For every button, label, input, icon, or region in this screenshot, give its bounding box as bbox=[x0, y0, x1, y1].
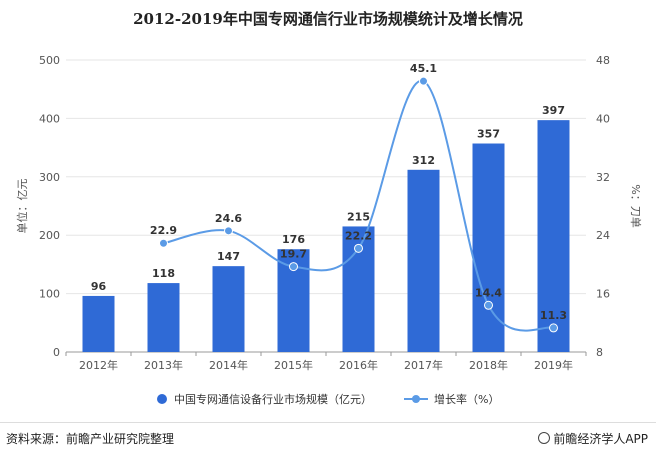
x-tick-label: 2018年 bbox=[469, 358, 508, 372]
line-series bbox=[159, 76, 558, 333]
y2-axis-title: %：刀单 bbox=[629, 184, 642, 227]
bar-value-label: 96 bbox=[91, 280, 107, 293]
bar bbox=[82, 295, 115, 352]
bar-value-label: 312 bbox=[412, 154, 435, 167]
bar-value-label: 176 bbox=[282, 233, 305, 246]
growth-rate-label: 45.1 bbox=[410, 62, 437, 75]
bar-series bbox=[82, 120, 570, 352]
growth-rate-point bbox=[419, 76, 428, 86]
legend-bar-marker bbox=[157, 394, 167, 404]
y2-tick-label: 32 bbox=[596, 171, 610, 184]
growth-rate-point bbox=[159, 238, 168, 248]
y-tick-label: 200 bbox=[39, 229, 60, 242]
growth-rate-point bbox=[549, 323, 558, 333]
bar bbox=[212, 266, 245, 352]
y-tick-label: 400 bbox=[39, 112, 60, 125]
legend-line-label: 增长率（%） bbox=[434, 392, 499, 406]
x-axis: 2012年 2013年 2014年 2015年 2016年 2017年 2018年 2019年 bbox=[65, 352, 587, 372]
legend-bar-label: 中国专网通信设备行业市场规模（亿元） bbox=[174, 392, 372, 406]
growth-rate-label: 11.3 bbox=[540, 309, 567, 322]
bar bbox=[407, 169, 440, 352]
source-note: 资料来源：前瞻产业研究院整理 bbox=[6, 432, 175, 446]
bar-value-label: 357 bbox=[477, 128, 500, 141]
growth-rate-label: 22.9 bbox=[150, 224, 177, 237]
y-axis-right: 8 16 24 32 40 48 bbox=[596, 54, 610, 359]
x-tick-label: 2013年 bbox=[144, 358, 183, 372]
x-tick-label: 2015年 bbox=[274, 358, 313, 372]
bar-value-label: 397 bbox=[542, 104, 565, 117]
growth-rate-label: 19.7 bbox=[280, 248, 307, 261]
bar-data-labels: 96 118 147 176 215 312 357 397 bbox=[91, 104, 565, 293]
y-axis-title: 单位：亿元 bbox=[15, 179, 29, 234]
y2-tick-label: 40 bbox=[596, 112, 610, 125]
growth-rate-point bbox=[289, 262, 298, 272]
x-tick-label: 2016年 bbox=[339, 358, 378, 372]
bar bbox=[472, 143, 505, 352]
bar-value-label: 215 bbox=[347, 210, 370, 223]
y-tick-label: 300 bbox=[39, 171, 60, 184]
growth-rate-point bbox=[224, 226, 233, 236]
line-data-labels: 22.9 24.6 19.7 22.2 45.1 14.4 11.3 bbox=[150, 62, 567, 322]
bar-value-label: 147 bbox=[217, 250, 240, 263]
bar bbox=[147, 283, 180, 352]
bar bbox=[537, 120, 570, 352]
x-tick-label: 2019年 bbox=[534, 358, 573, 372]
y-tick-label: 0 bbox=[53, 346, 60, 359]
brand-logo-icon bbox=[538, 432, 551, 444]
bar-value-label: 118 bbox=[152, 267, 175, 280]
x-tick-label: 2017年 bbox=[404, 358, 443, 372]
growth-rate-label: 22.2 bbox=[345, 229, 372, 242]
growth-rate-point bbox=[484, 300, 493, 310]
y2-tick-label: 16 bbox=[596, 288, 610, 301]
growth-rate-label: 24.6 bbox=[215, 212, 242, 225]
x-tick-label: 2014年 bbox=[209, 358, 248, 372]
y-tick-label: 100 bbox=[39, 288, 60, 301]
footer-divider bbox=[0, 422, 656, 423]
growth-rate-point bbox=[354, 243, 363, 253]
legend: 中国专网通信设备行业市场规模（亿元） 增长率（%） bbox=[157, 392, 499, 406]
legend-line-marker bbox=[412, 395, 420, 403]
gridlines bbox=[66, 59, 586, 353]
brand-name: 前瞻经济学人APP bbox=[553, 432, 648, 446]
y2-tick-label: 8 bbox=[596, 346, 603, 359]
growth-rate-label: 14.4 bbox=[475, 286, 502, 299]
brand-credit: 前瞻经济学人APP bbox=[538, 430, 648, 447]
axis-labels: 单位：亿元 %：刀单 bbox=[15, 179, 642, 234]
y2-tick-label: 48 bbox=[596, 54, 610, 67]
x-tick-label: 2012年 bbox=[79, 358, 118, 372]
y2-tick-label: 24 bbox=[596, 229, 610, 242]
y-tick-label: 500 bbox=[39, 54, 60, 67]
growth-rate-line bbox=[163, 80, 554, 332]
y-axis-left: 0 100 200 300 400 500 bbox=[39, 54, 60, 359]
chart-title: 2012-2019年中国专网通信行业市场规模统计及增长情况 bbox=[133, 10, 523, 28]
